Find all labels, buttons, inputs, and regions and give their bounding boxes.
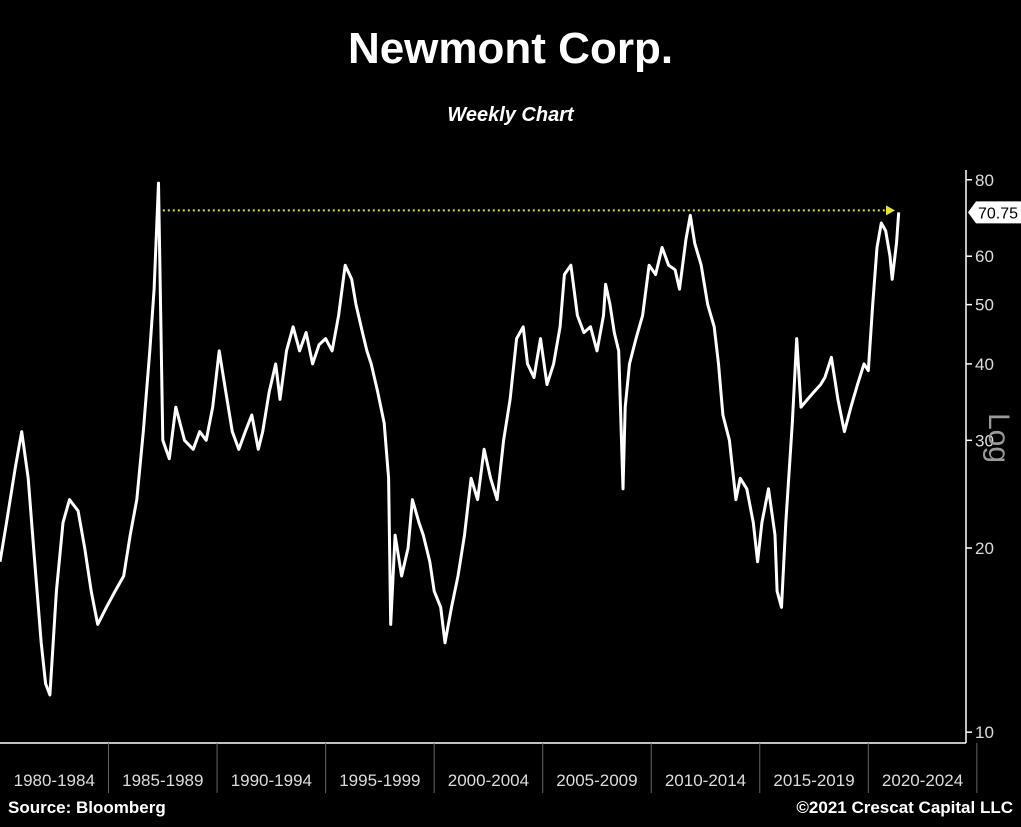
reference-arrow-icon bbox=[886, 205, 896, 216]
log-scale-label: Log bbox=[982, 413, 1015, 463]
y-tick-label: 50 bbox=[975, 296, 994, 315]
source-note: Source: Bloomberg bbox=[8, 798, 166, 817]
chart-subtitle: Weekly Chart bbox=[447, 104, 574, 126]
copyright-note: ©2021 Crescat Capital LLC bbox=[796, 798, 1013, 817]
x-tick-label: 1985-1989 bbox=[122, 771, 203, 790]
price-series-line bbox=[0, 181, 901, 697]
x-axis: 1980-1984 1985-1989 1990-1994 1995-1999 2000… bbox=[14, 743, 978, 793]
y-tick-label: 20 bbox=[975, 539, 994, 558]
x-tick-label: 2005-2009 bbox=[556, 771, 637, 790]
chart-title: Newmont Corp. bbox=[347, 24, 674, 73]
y-axis: 10 20 30 40 50 60 80 bbox=[966, 171, 994, 742]
x-tick-label: 2000-2004 bbox=[448, 771, 529, 790]
y-tick-label: 40 bbox=[975, 355, 994, 374]
y-tick-label: 60 bbox=[975, 247, 994, 266]
x-tick-label: 2010-2014 bbox=[665, 771, 746, 790]
last-value-tag bbox=[968, 201, 1021, 224]
x-tick-label: 2015-2019 bbox=[773, 771, 854, 790]
x-tick-label: 2020-2024 bbox=[882, 771, 963, 790]
x-tick-label: 1995-1999 bbox=[339, 771, 420, 790]
x-tick-label: 1990-1994 bbox=[231, 771, 312, 790]
last-value-label: 70.75 bbox=[978, 205, 1018, 222]
y-tick-label: 10 bbox=[975, 723, 994, 742]
y-tick-label: 30 bbox=[975, 431, 994, 450]
x-tick-label: 1980-1984 bbox=[14, 771, 95, 790]
y-tick-label: 80 bbox=[975, 171, 994, 190]
